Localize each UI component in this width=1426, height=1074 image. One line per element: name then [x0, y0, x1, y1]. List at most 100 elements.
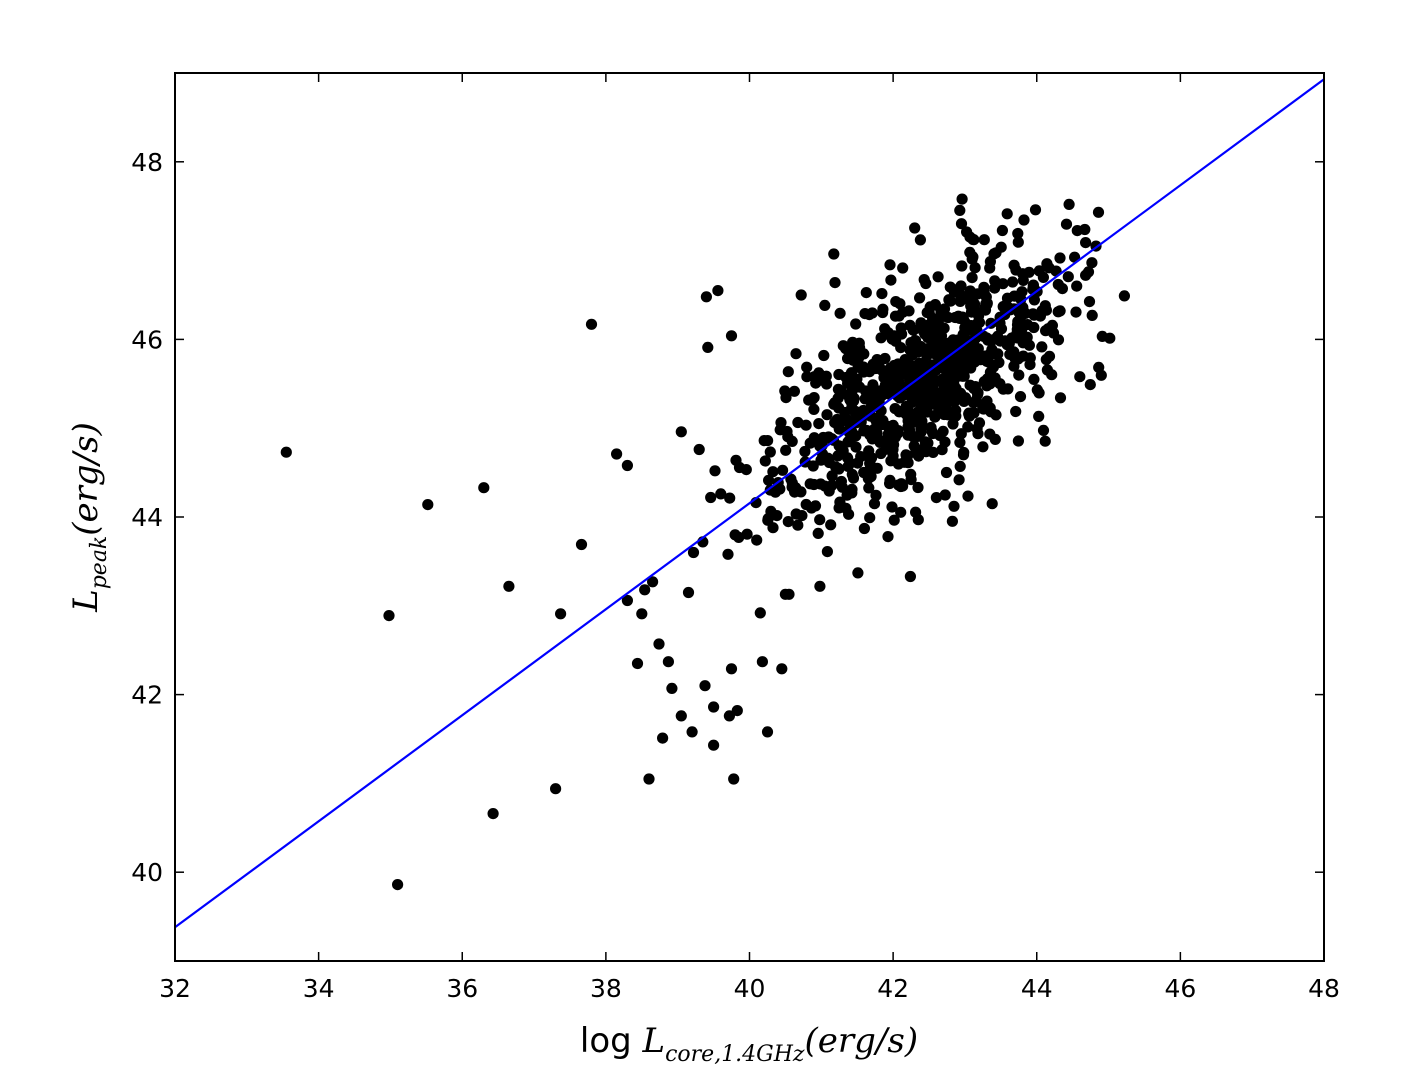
data-point: [821, 546, 834, 558]
data-point: [1086, 257, 1098, 269]
data-point: [912, 481, 924, 494]
data-point: [956, 260, 968, 272]
data-point: [1071, 225, 1083, 237]
data-point: [786, 435, 798, 447]
data-point: [888, 514, 900, 526]
data-point: [686, 726, 698, 738]
y-tick-label: 40: [131, 858, 163, 887]
fit-line-layer: [175, 78, 1324, 929]
data-point: [733, 531, 745, 544]
data-point: [903, 357, 915, 369]
data-point: [1070, 306, 1082, 318]
data-point: [978, 234, 990, 246]
data-point: [905, 474, 917, 486]
data-point: [758, 435, 770, 447]
x-axis-ticks: 32 34 36 38 40 42 44 46 48: [159, 73, 1340, 1003]
data-point: [835, 475, 848, 488]
data-point: [953, 474, 965, 486]
data-point: [1054, 392, 1067, 404]
data-point: [864, 457, 876, 469]
data-point: [944, 388, 956, 401]
data-point: [1052, 306, 1064, 318]
data-point: [977, 401, 989, 413]
data-point: [1063, 198, 1075, 210]
data-point: [643, 773, 655, 785]
data-point: [967, 233, 979, 245]
x-axis-label-sub: core,1.4GHz: [665, 1042, 805, 1067]
x-tick-label: 48: [1308, 974, 1340, 1003]
data-point: [969, 381, 982, 393]
data-point: [708, 701, 720, 713]
data-point: [904, 319, 916, 331]
data-point: [833, 368, 845, 381]
data-point: [904, 407, 916, 419]
data-point: [733, 461, 746, 474]
data-point: [1040, 353, 1052, 366]
data-point: [955, 387, 967, 399]
data-point: [971, 423, 983, 435]
data-point: [877, 303, 889, 315]
data-point: [653, 638, 665, 650]
data-point: [705, 491, 717, 504]
data-point: [675, 426, 687, 438]
data-point: [930, 334, 942, 346]
x-tick-label: 36: [446, 974, 478, 1003]
data-point: [891, 379, 903, 391]
data-point: [832, 450, 844, 462]
data-point: [575, 538, 588, 551]
data-point: [725, 330, 738, 342]
data-point: [841, 415, 853, 427]
data-point: [895, 342, 907, 354]
data-point: [1012, 435, 1024, 447]
data-point: [929, 409, 941, 422]
data-point: [702, 341, 714, 353]
data-point: [1010, 405, 1022, 418]
data-point: [786, 481, 798, 493]
data-point: [850, 441, 862, 453]
data-point: [928, 398, 940, 410]
data-point: [1084, 379, 1096, 391]
data-point: [790, 348, 802, 360]
data-point: [875, 332, 887, 344]
data-point: [1037, 271, 1049, 283]
data-point: [984, 366, 997, 378]
fit-line: [175, 78, 1324, 929]
data-point: [392, 879, 404, 891]
data-point: [845, 386, 857, 399]
data-point: [892, 425, 904, 437]
data-point: [818, 349, 830, 362]
data-point: [858, 466, 870, 479]
data-point: [682, 586, 695, 599]
data-point: [639, 584, 651, 596]
data-point: [847, 354, 859, 366]
data-point: [759, 455, 771, 467]
data-point: [1023, 339, 1035, 351]
data-point: [911, 384, 923, 396]
data-point: [833, 440, 845, 452]
data-point: [936, 444, 948, 456]
data-point: [946, 515, 959, 527]
data-point: [550, 783, 562, 795]
data-point: [883, 438, 895, 450]
data-point: [969, 262, 981, 274]
data-point: [1039, 435, 1051, 447]
data-point: [807, 460, 819, 472]
data-point: [849, 405, 861, 417]
data-point: [631, 657, 644, 670]
data-point: [724, 492, 736, 504]
data-point: [854, 342, 866, 354]
data-point: [801, 361, 813, 373]
data-point: [925, 374, 937, 386]
data-point: [842, 377, 854, 389]
data-point: [774, 483, 786, 495]
data-point: [944, 281, 956, 293]
data-point: [814, 514, 826, 526]
data-point: [1008, 259, 1020, 271]
data-point: [890, 361, 903, 373]
data-point: [955, 428, 967, 440]
data-point: [889, 310, 902, 322]
data-point: [783, 588, 795, 600]
data-point: [912, 430, 924, 442]
data-point: [954, 204, 966, 216]
data-point: [825, 519, 837, 531]
